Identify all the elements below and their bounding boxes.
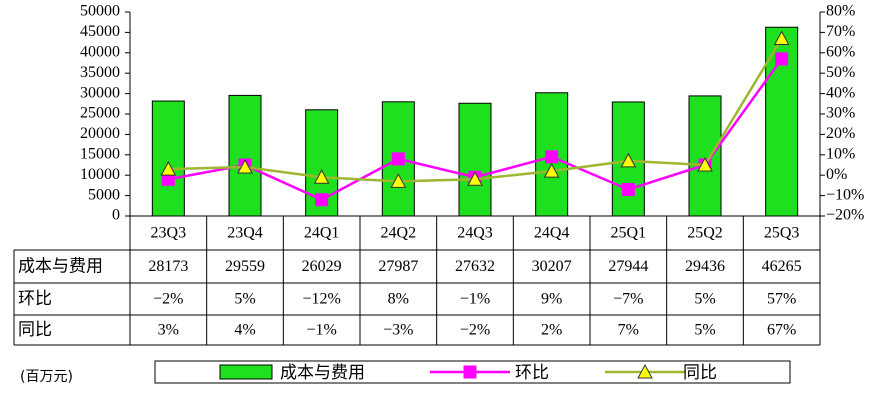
y-tick-label: 0 <box>112 207 120 224</box>
y2-tick-label: 10% <box>826 145 855 162</box>
bar <box>151 100 185 217</box>
marker <box>313 169 330 184</box>
y-tick-label: 25000 <box>80 105 120 122</box>
table-cell: 4% <box>234 322 255 339</box>
y-tick-label: 20000 <box>80 125 120 142</box>
marker <box>775 52 789 66</box>
category-label: 24Q1 <box>304 225 340 242</box>
row-header: 环比 <box>18 289 52 308</box>
y2-tick-label: 80% <box>826 3 855 20</box>
legend-swatch <box>219 364 273 380</box>
y-tick-label: 35000 <box>80 64 120 81</box>
y2-tick-label: 40% <box>826 84 855 101</box>
category-label: 23Q4 <box>227 225 263 242</box>
marker <box>237 158 253 174</box>
y-tick-label: 45000 <box>80 23 120 40</box>
table-cell: −2% <box>153 291 183 308</box>
table-cell: 57% <box>767 291 796 308</box>
table-cell: 30207 <box>532 258 572 275</box>
table-cell: 27987 <box>378 258 418 275</box>
category-label: 25Q1 <box>611 225 647 242</box>
y2-tick-label: 30% <box>826 105 855 122</box>
table-cell: 2% <box>541 322 562 339</box>
table-cell: −12% <box>302 291 340 308</box>
marker <box>773 30 790 46</box>
unit-label: (百万元) <box>20 369 73 385</box>
marker <box>160 161 177 176</box>
table-cell: 9% <box>541 291 562 308</box>
table-cell: 5% <box>694 291 715 308</box>
marker <box>391 152 405 166</box>
table-cell: −1% <box>460 291 490 308</box>
table-cell: 28173 <box>148 258 188 275</box>
y-tick-label: 40000 <box>80 43 120 60</box>
category-label: 24Q4 <box>534 225 570 242</box>
table-cell: 27632 <box>455 258 495 275</box>
y2-tick-label: 50% <box>826 64 855 81</box>
marker <box>545 150 559 164</box>
y-tick-label: 15000 <box>80 145 120 162</box>
marker <box>315 193 329 207</box>
table-cell: −3% <box>383 322 413 339</box>
y2-tick-label: 70% <box>826 23 855 40</box>
category-label: 24Q3 <box>457 225 493 242</box>
marker <box>543 163 560 178</box>
y2-tick-label: 60% <box>826 43 855 60</box>
legend-label: 成本与费用 <box>280 363 365 383</box>
y2-tick-label: −20% <box>826 207 864 224</box>
table-cell: 8% <box>388 291 409 308</box>
table-cell: 29559 <box>225 258 265 275</box>
table-cell: −1% <box>306 322 336 339</box>
legend-label: 环比 <box>515 363 549 383</box>
legend-marker <box>637 363 653 379</box>
category-label: 23Q3 <box>151 225 187 242</box>
bar <box>458 102 492 217</box>
table-cell: −2% <box>460 322 490 339</box>
y2-tick-label: 0% <box>826 166 847 183</box>
legend-label: 同比 <box>683 363 717 383</box>
y-tick-label: 5000 <box>88 186 120 203</box>
table-cell: 3% <box>158 322 179 339</box>
category-label: 25Q3 <box>764 225 800 242</box>
table-cell: 29436 <box>685 258 725 275</box>
marker <box>390 173 407 188</box>
table-cell: 27944 <box>608 258 648 275</box>
marker <box>467 171 483 186</box>
table-cell: 5% <box>234 291 255 308</box>
y-tick-label: 50000 <box>80 3 120 20</box>
table-cell: −7% <box>613 291 643 308</box>
marker <box>697 156 713 172</box>
marker <box>621 182 635 196</box>
marker <box>620 152 637 168</box>
table-cell: 46265 <box>762 258 802 275</box>
y2-tick-label: −10% <box>826 186 864 203</box>
bar <box>228 94 262 217</box>
bar <box>688 95 722 217</box>
table-cell: 67% <box>767 322 796 339</box>
row-header: 成本与费用 <box>18 256 103 275</box>
table-cell: 5% <box>694 322 715 339</box>
y-tick-label: 10000 <box>80 166 120 183</box>
category-label: 25Q2 <box>687 225 723 242</box>
legend-marker <box>463 365 477 379</box>
row-header: 同比 <box>18 320 52 339</box>
table-cell: 7% <box>618 322 639 339</box>
table-cell: 26029 <box>302 258 342 275</box>
y2-tick-label: 20% <box>826 125 855 142</box>
y-tick-label: 30000 <box>80 84 120 101</box>
category-label: 24Q2 <box>381 225 417 242</box>
